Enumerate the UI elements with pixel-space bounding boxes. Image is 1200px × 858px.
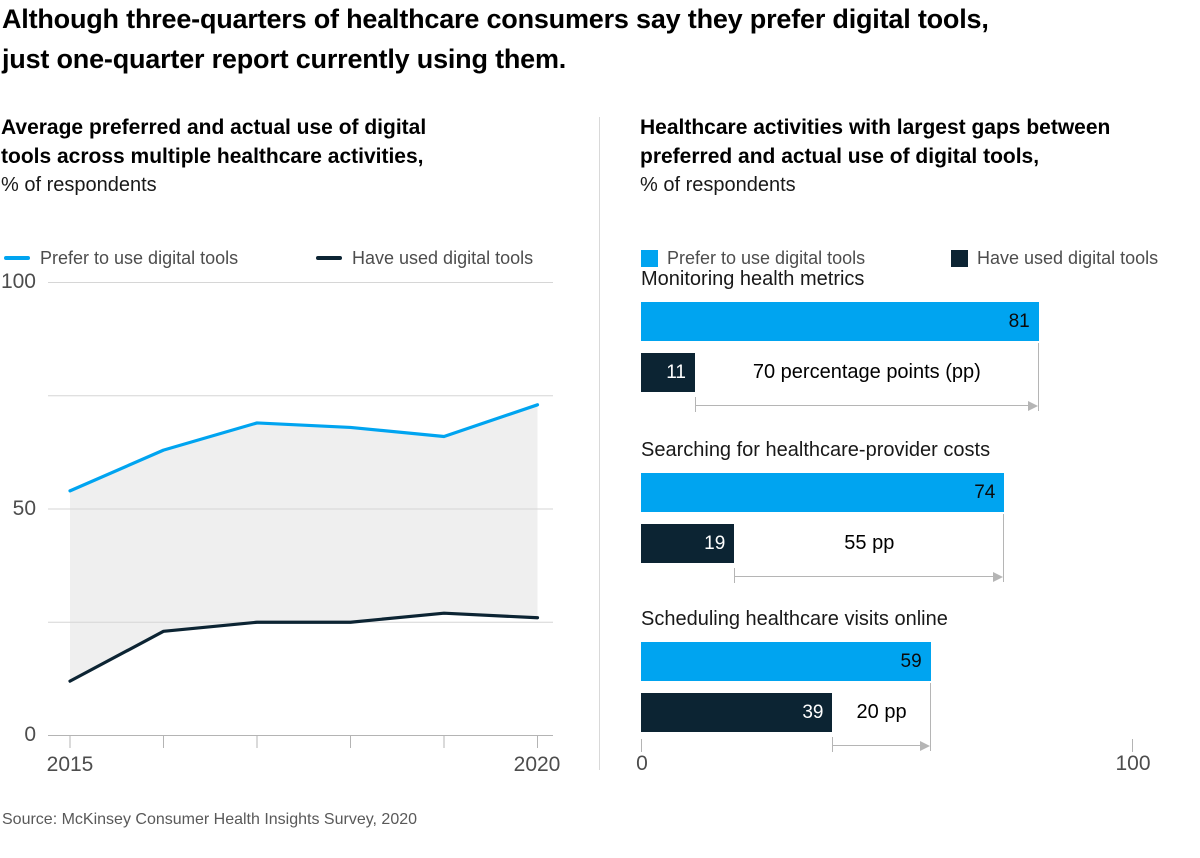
legend-item-used-left: Have used digital tools	[316, 248, 533, 268]
bar-group-monitoring: Monitoring health metrics 81 11 70 perce…	[640, 268, 1200, 433]
used-bar-value: 11	[666, 362, 686, 383]
panel-divider	[599, 117, 600, 770]
x-axis-label-2020: 2020	[513, 753, 561, 776]
gap-drop-line	[929, 683, 931, 751]
line-chart	[48, 282, 553, 748]
prefer-bar: 74	[641, 473, 1005, 512]
prefer-bar-value: 74	[974, 482, 996, 503]
left-chart-subtitle: % of respondents	[1, 174, 157, 196]
gap-drop-line	[1037, 343, 1039, 411]
gap-start-tick	[832, 737, 834, 752]
source-note: Source: McKinsey Consumer Health Insight…	[2, 811, 418, 828]
gap-annotation: 55 pp	[844, 532, 895, 554]
legend-item-prefer-right: Prefer to use digital tools	[641, 248, 865, 268]
right-chart-subtitle: % of respondents	[640, 174, 796, 196]
legend-label-prefer: Prefer to use digital tools	[40, 247, 239, 268]
prefer-square-swatch-icon	[641, 249, 658, 267]
x-axis-label-2015: 2015	[46, 753, 94, 776]
y-axis-label-0: 0	[24, 723, 36, 746]
prefer-bar: 59	[641, 642, 931, 681]
gap-arrow-head-icon	[993, 571, 1004, 582]
bar-group-scheduling: Scheduling healthcare visits online 59 3…	[640, 608, 1200, 773]
used-bar: 11	[641, 353, 695, 392]
y-axis-label-50: 50	[12, 497, 36, 520]
gap-drop-line	[1003, 514, 1005, 582]
gap-arrow-head-icon	[919, 740, 930, 751]
prefer-bar: 81	[641, 302, 1039, 341]
used-bar-value: 39	[802, 702, 824, 723]
used-bar-value: 19	[704, 533, 726, 554]
exhibit-title-line-2: just one-quarter report currently using …	[2, 44, 567, 74]
gap-annotation: 70 percentage points (pp)	[752, 361, 981, 383]
prefer-line-swatch-icon	[4, 256, 30, 260]
gap-arrow-head-icon	[1027, 400, 1038, 411]
prefer-bar-value: 59	[900, 651, 922, 672]
legend-item-prefer-left: Prefer to use digital tools	[4, 248, 238, 268]
legend-label-used: Have used digital tools	[352, 247, 534, 268]
gap-start-tick	[734, 568, 736, 583]
axis-tick-0	[641, 739, 642, 752]
legend-label-prefer: Prefer to use digital tools	[667, 247, 866, 268]
prefer-bar-value: 81	[1008, 311, 1030, 332]
bar-group-searching: Searching for healthcare-provider costs …	[640, 439, 1200, 604]
used-line-swatch-icon	[316, 256, 342, 260]
activity-label: Searching for healthcare-provider costs	[641, 439, 991, 461]
gap-annotation: 20 pp	[856, 701, 907, 723]
activity-label: Scheduling healthcare visits online	[641, 608, 948, 630]
activity-label: Monitoring health metrics	[641, 268, 865, 290]
gap-arrow-line	[734, 576, 995, 577]
left-chart-title-line-2: tools across multiple healthcare activit…	[1, 145, 424, 168]
legend-item-used-right: Have used digital tools	[951, 248, 1158, 268]
used-square-swatch-icon	[951, 249, 968, 267]
axis-tick-100	[1132, 739, 1133, 752]
used-bar: 39	[641, 693, 833, 732]
left-chart-title-line-1: Average preferred and actual use of digi…	[1, 116, 427, 139]
right-chart-title-line-1: Healthcare activities with largest gaps …	[640, 116, 1111, 139]
exhibit-title-line-1: Although three-quarters of healthcare co…	[2, 4, 989, 34]
gap-start-tick	[695, 397, 696, 412]
gap-arrow-line	[695, 405, 1029, 406]
axis-label-100: 100	[1115, 752, 1151, 775]
used-bar: 19	[641, 524, 735, 563]
axis-label-0: 0	[636, 752, 648, 775]
legend-label-used: Have used digital tools	[977, 247, 1159, 268]
right-chart-title-line-2: preferred and actual use of digital tool…	[640, 145, 1040, 168]
gap-arrow-line	[832, 745, 921, 746]
y-axis-label-100: 100	[0, 270, 36, 293]
